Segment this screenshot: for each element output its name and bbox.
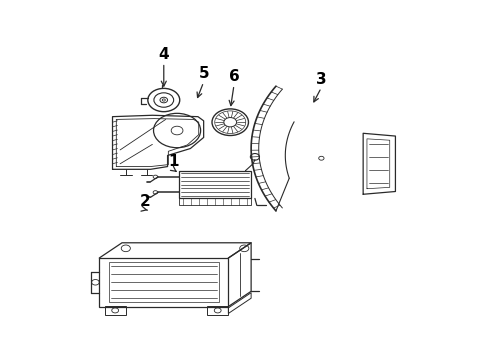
Text: 2: 2 [140, 194, 150, 209]
Bar [99, 258, 228, 307]
Bar [109, 262, 219, 302]
Bar [207, 306, 228, 315]
Text: 4: 4 [158, 47, 169, 62]
Text: 3: 3 [316, 72, 327, 87]
Text: 5: 5 [198, 66, 209, 81]
Bar [105, 306, 126, 315]
Text: 1: 1 [168, 153, 178, 168]
Bar [179, 171, 251, 198]
Text: 6: 6 [229, 69, 240, 84]
Bar [179, 198, 251, 204]
